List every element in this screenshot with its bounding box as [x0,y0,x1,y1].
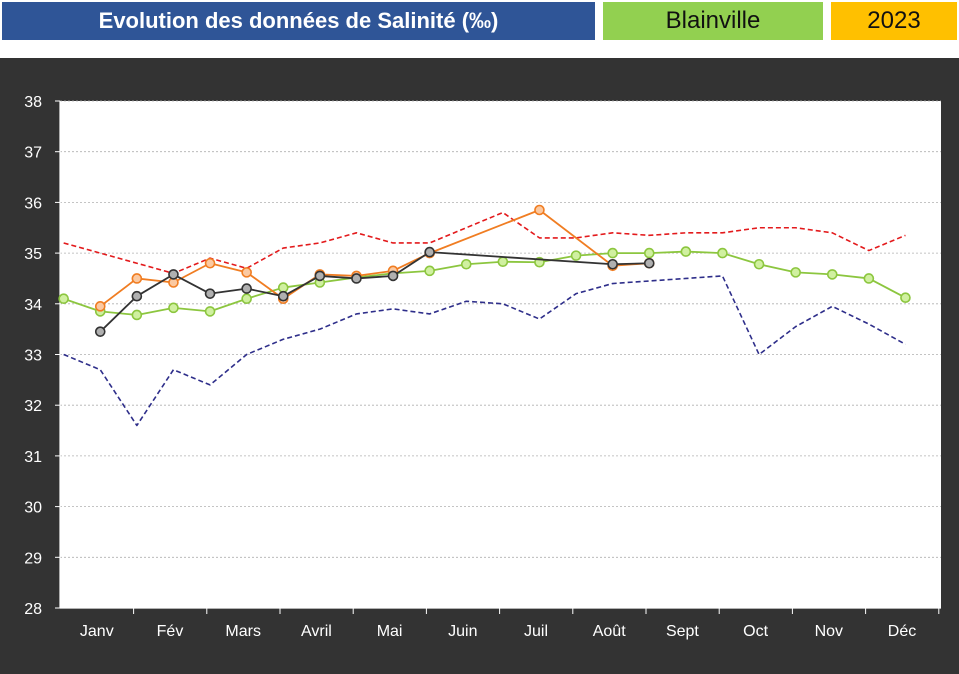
y-tick-label: 28 [24,601,42,618]
y-tick-label: 37 [24,145,42,162]
x-tick-label: Juin [448,623,477,640]
x-tick-label: Déc [888,623,916,640]
x-tick-label: Janv [80,623,114,640]
x-tick-label: Nov [815,623,843,640]
series-2-point [863,273,875,284]
series-2-point [570,250,582,261]
series-2-point [717,247,728,259]
x-tick-label: Avril [301,623,332,640]
x-tick-label: Fév [157,623,184,640]
x-tick-label: Sept [666,623,699,640]
series-line-4 [99,251,650,333]
salinity-line-chart: 28 29 30 31 32 33 34 35 36 37 38 Janv Fév Mars Avril Ma… [24,94,941,640]
series-2-point [497,256,509,268]
series-2-point [58,293,69,305]
series-2-point [424,265,435,277]
series-2-point [643,247,655,259]
series-2-point [460,258,472,270]
series-2-point [900,292,911,304]
y-tick-label: 32 [24,398,42,415]
series-2-point [168,302,179,314]
chart-panel: 28 29 30 31 32 33 34 35 36 37 38 Janv Fév Mars Avril Ma… [0,58,959,674]
series-line-0 [63,211,906,275]
x-tick-label: Juil [524,623,548,640]
series-2-point [204,306,216,317]
series-2-point [680,246,692,257]
series-2-point [753,258,765,270]
y-tick-label: 36 [24,195,42,212]
series-4-point [241,283,252,294]
series-4-point [387,270,399,282]
series-4-point [314,270,326,282]
series-3-point [241,267,252,278]
series-line-2 [63,250,906,316]
series-2-point [131,309,143,321]
series-4-point [607,258,618,270]
y-tick-label: 30 [24,500,42,517]
site-name-banner: Blainville [603,2,823,40]
series-4-point [277,290,289,302]
series-4-point [643,257,655,269]
y-tick-label: 31 [24,449,42,466]
y-tick-label: 34 [24,297,42,314]
x-tick-label: Août [593,623,626,640]
series-3-point [131,273,143,284]
y-tick-label: 29 [24,550,42,567]
series-3-point [204,257,216,269]
series-4-point [424,246,435,258]
x-tick-label: Oct [743,623,768,640]
x-tick-label: Mai [377,623,403,640]
series-2-point [607,247,618,259]
series-4-point [351,273,362,284]
series-3-point [94,301,106,312]
series-2-point [790,267,801,278]
series-4-point [168,269,179,280]
series-2-point [277,282,289,293]
site-name: Blainville [665,7,761,34]
chart-title-banner: Evolution des données de Salinité (‰) [2,2,595,40]
series-4-point [131,290,143,302]
y-tick-label: 33 [24,348,42,365]
chart-title: Evolution des données de Salinité (‰) [98,8,499,33]
y-tick-label: 38 [24,94,42,111]
y-tick-label: 35 [24,246,42,263]
x-tick-label: Mars [225,623,261,640]
series-4-point [204,288,216,299]
year-banner: 2023 [831,2,957,40]
series-4-point [94,326,106,337]
year-label: 2023 [867,7,921,34]
series-3-point [534,204,545,216]
series-2-point [241,293,252,305]
series-2-point [826,269,838,280]
series-line-1 [63,275,906,427]
